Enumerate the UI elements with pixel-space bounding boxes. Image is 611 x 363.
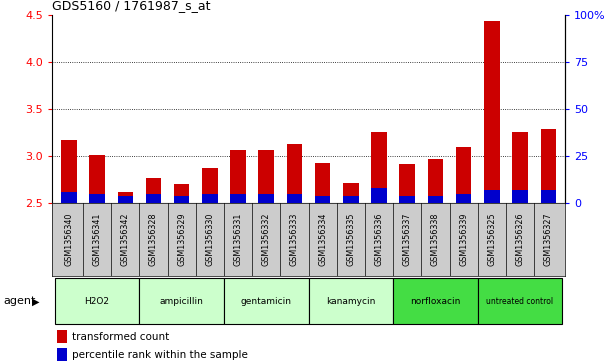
Bar — [478, 278, 562, 324]
Bar — [174, 196, 189, 203]
Bar — [512, 131, 528, 203]
Bar — [315, 196, 331, 203]
Bar — [57, 348, 67, 361]
Text: ▶: ▶ — [32, 296, 39, 306]
Bar — [287, 144, 302, 203]
Text: GSM1356337: GSM1356337 — [403, 213, 412, 266]
Bar — [57, 330, 67, 343]
Bar — [89, 194, 105, 203]
Bar — [230, 150, 246, 203]
Bar — [541, 129, 556, 203]
Text: H2O2: H2O2 — [84, 297, 109, 306]
Bar — [456, 147, 472, 203]
Text: GSM1356328: GSM1356328 — [149, 213, 158, 266]
Text: gentamicin: gentamicin — [241, 297, 292, 306]
Bar — [287, 194, 302, 203]
Text: GSM1356332: GSM1356332 — [262, 213, 271, 266]
Bar — [117, 196, 133, 203]
Text: GSM1356338: GSM1356338 — [431, 213, 440, 266]
Bar — [484, 190, 500, 203]
Bar — [400, 196, 415, 203]
Bar — [224, 278, 309, 324]
Text: GSM1356327: GSM1356327 — [544, 213, 553, 266]
Bar — [428, 159, 443, 203]
Bar — [343, 196, 359, 203]
Bar — [371, 188, 387, 203]
Bar — [139, 278, 224, 324]
Text: GSM1356333: GSM1356333 — [290, 213, 299, 266]
Text: norfloxacin: norfloxacin — [410, 297, 461, 306]
Text: GSM1356342: GSM1356342 — [121, 213, 130, 266]
Bar — [55, 278, 139, 324]
Text: untreated control: untreated control — [486, 297, 554, 306]
Bar — [512, 190, 528, 203]
Text: ampicillin: ampicillin — [159, 297, 203, 306]
Text: GSM1356341: GSM1356341 — [92, 213, 101, 266]
Bar — [456, 194, 472, 203]
Text: percentile rank within the sample: percentile rank within the sample — [73, 350, 248, 360]
Bar — [371, 131, 387, 203]
Bar — [393, 278, 478, 324]
Text: GSM1356334: GSM1356334 — [318, 213, 327, 266]
Bar — [541, 190, 556, 203]
Text: GSM1356335: GSM1356335 — [346, 213, 356, 266]
Bar — [174, 184, 189, 203]
Bar — [258, 194, 274, 203]
Bar — [145, 178, 161, 203]
Bar — [484, 21, 500, 203]
Bar — [61, 192, 76, 203]
Bar — [202, 168, 218, 203]
Bar — [117, 192, 133, 203]
Text: GSM1356340: GSM1356340 — [64, 213, 73, 266]
Bar — [61, 140, 76, 203]
Text: kanamycin: kanamycin — [326, 297, 376, 306]
Bar — [89, 155, 105, 203]
Bar — [428, 196, 443, 203]
Bar — [309, 278, 393, 324]
Text: agent: agent — [3, 296, 35, 306]
Text: GSM1356325: GSM1356325 — [488, 213, 496, 266]
Bar — [202, 194, 218, 203]
Bar — [400, 164, 415, 203]
Text: GSM1356329: GSM1356329 — [177, 213, 186, 266]
Text: GDS5160 / 1761987_s_at: GDS5160 / 1761987_s_at — [52, 0, 210, 12]
Text: GSM1356331: GSM1356331 — [233, 213, 243, 266]
Bar — [145, 194, 161, 203]
Bar — [230, 194, 246, 203]
Text: GSM1356339: GSM1356339 — [459, 213, 468, 266]
Text: GSM1356336: GSM1356336 — [375, 213, 384, 266]
Bar — [343, 183, 359, 203]
Text: GSM1356326: GSM1356326 — [516, 213, 525, 266]
Bar — [258, 150, 274, 203]
Bar — [315, 163, 331, 203]
Text: GSM1356330: GSM1356330 — [205, 213, 214, 266]
Text: transformed count: transformed count — [73, 331, 170, 342]
